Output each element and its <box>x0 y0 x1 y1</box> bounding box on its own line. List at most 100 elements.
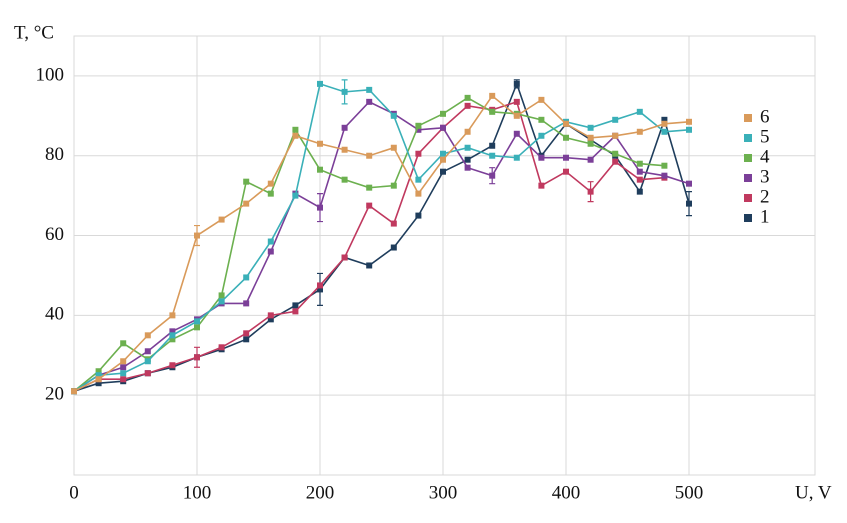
marker <box>563 154 569 161</box>
y-tick-label: 100 <box>36 64 65 85</box>
marker <box>563 168 569 175</box>
marker <box>538 182 545 189</box>
marker <box>317 286 323 293</box>
marker <box>636 188 643 195</box>
marker <box>95 372 102 379</box>
y-axis-label: T, °C <box>14 22 54 43</box>
marker <box>243 330 250 337</box>
x-axis-label: U, V <box>795 482 832 503</box>
y-tick-label: 80 <box>45 144 64 165</box>
marker <box>390 182 397 189</box>
marker <box>587 134 594 141</box>
series-line <box>73 96 665 392</box>
marker <box>513 112 520 119</box>
marker <box>538 154 545 161</box>
marker <box>292 192 299 199</box>
marker <box>390 112 397 119</box>
marker <box>489 152 496 159</box>
marker <box>661 120 668 127</box>
marker <box>612 116 619 123</box>
marker <box>366 86 373 93</box>
x-tick-label: 500 <box>675 482 704 503</box>
series-line <box>73 100 690 392</box>
marker <box>243 200 250 207</box>
marker <box>513 130 520 137</box>
marker <box>538 96 545 103</box>
marker <box>636 160 643 167</box>
marker <box>144 332 151 339</box>
marker <box>587 188 594 195</box>
marker <box>464 164 471 171</box>
marker <box>415 190 422 197</box>
legend-swatch <box>744 214 752 222</box>
marker <box>267 248 274 255</box>
x-tick-label: 0 <box>69 482 79 503</box>
marker <box>538 132 545 139</box>
y-tick-label: 60 <box>45 224 64 245</box>
marker <box>169 336 176 343</box>
marker <box>218 344 225 351</box>
marker <box>120 340 127 347</box>
marker <box>636 176 643 183</box>
marker <box>415 176 422 183</box>
marker <box>243 336 250 343</box>
marker <box>440 110 446 117</box>
y-tick-label: 40 <box>45 304 64 325</box>
marker <box>661 172 668 179</box>
marker <box>95 368 102 375</box>
marker <box>267 316 274 323</box>
series-line <box>73 94 690 392</box>
series-line <box>73 82 690 392</box>
marker <box>464 144 471 151</box>
marker <box>440 124 446 131</box>
series-line <box>73 81 690 392</box>
marker <box>464 94 471 101</box>
marker <box>366 98 373 105</box>
marker <box>686 126 692 133</box>
marker <box>366 152 373 159</box>
marker <box>317 140 323 147</box>
marker <box>636 108 643 115</box>
marker <box>169 328 176 335</box>
marker <box>464 156 471 163</box>
marker <box>341 146 348 153</box>
marker <box>686 180 692 187</box>
marker <box>317 166 323 173</box>
marker <box>341 176 348 183</box>
marker <box>538 116 545 123</box>
marker <box>218 298 225 305</box>
y-tick-label: 20 <box>45 384 64 405</box>
marker <box>513 154 520 161</box>
marker <box>71 388 77 395</box>
marker <box>194 318 200 325</box>
marker <box>317 282 323 289</box>
marker <box>267 312 274 319</box>
marker <box>243 274 250 281</box>
marker <box>194 324 200 331</box>
marker <box>489 172 496 179</box>
marker <box>612 132 619 139</box>
marker <box>415 150 422 157</box>
legend-label: 5 <box>760 126 770 147</box>
legend-label: 6 <box>760 106 770 127</box>
marker <box>267 190 274 197</box>
marker <box>464 128 471 135</box>
marker <box>366 202 373 209</box>
marker <box>243 300 250 307</box>
marker <box>341 254 348 261</box>
legend-swatch <box>744 174 752 182</box>
marker <box>587 140 594 147</box>
legend-label: 1 <box>760 206 770 227</box>
marker <box>366 184 373 191</box>
marker <box>587 124 594 131</box>
marker <box>341 88 348 95</box>
marker <box>194 354 200 361</box>
marker <box>95 380 102 387</box>
x-tick-label: 200 <box>306 482 335 503</box>
marker <box>144 348 151 355</box>
marker <box>440 156 446 163</box>
marker <box>218 292 225 299</box>
marker <box>292 126 299 133</box>
marker <box>636 128 643 135</box>
marker <box>661 116 668 123</box>
